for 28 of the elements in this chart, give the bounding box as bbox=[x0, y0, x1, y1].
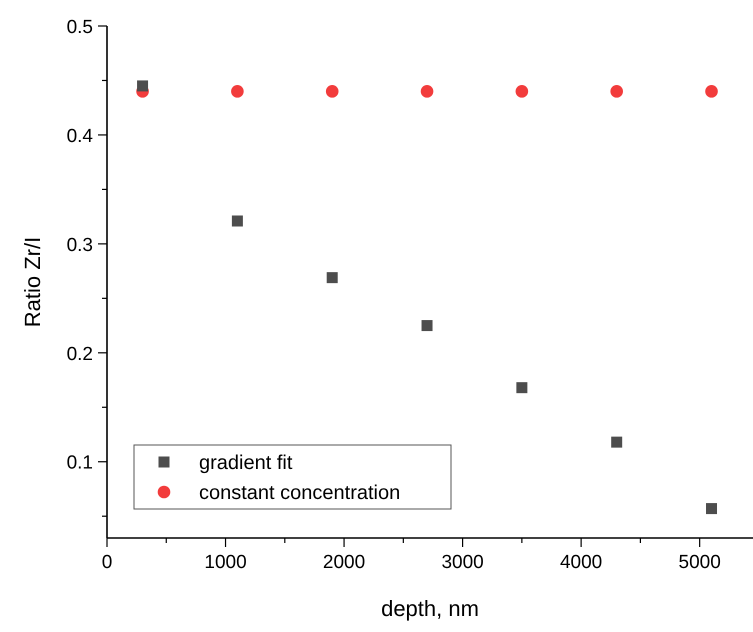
y-tick-label: 0.2 bbox=[66, 344, 93, 365]
point bbox=[232, 215, 243, 226]
point bbox=[420, 85, 434, 98]
y-tick-label: 0.3 bbox=[66, 234, 93, 256]
x-axis-title: depth, nm bbox=[381, 596, 479, 621]
point bbox=[326, 272, 338, 284]
x-tick-label: 4000 bbox=[560, 552, 602, 573]
point bbox=[516, 382, 528, 394]
x-tick-label: 3000 bbox=[441, 552, 484, 573]
legend-label: constant concentration bbox=[199, 482, 400, 504]
x-tick-label: 1000 bbox=[204, 552, 247, 573]
point bbox=[231, 85, 244, 98]
point bbox=[516, 85, 528, 98]
y-axis-title: Ratio Zr/I bbox=[20, 236, 45, 328]
point bbox=[326, 85, 339, 98]
y-tick-label: 0.4 bbox=[66, 126, 94, 147]
point bbox=[706, 503, 718, 514]
point bbox=[705, 85, 718, 98]
x-tick-label: 5000 bbox=[678, 552, 721, 573]
x-tick-label: 2000 bbox=[322, 552, 366, 573]
x-tick-label: 0 bbox=[102, 552, 112, 573]
point bbox=[611, 436, 622, 448]
y-tick-label: 0.5 bbox=[66, 17, 93, 38]
y-tick-label: 0.1 bbox=[66, 452, 93, 474]
point bbox=[137, 80, 148, 92]
point bbox=[422, 320, 433, 332]
point bbox=[610, 85, 623, 98]
legend-label: gradient fit bbox=[199, 452, 293, 474]
